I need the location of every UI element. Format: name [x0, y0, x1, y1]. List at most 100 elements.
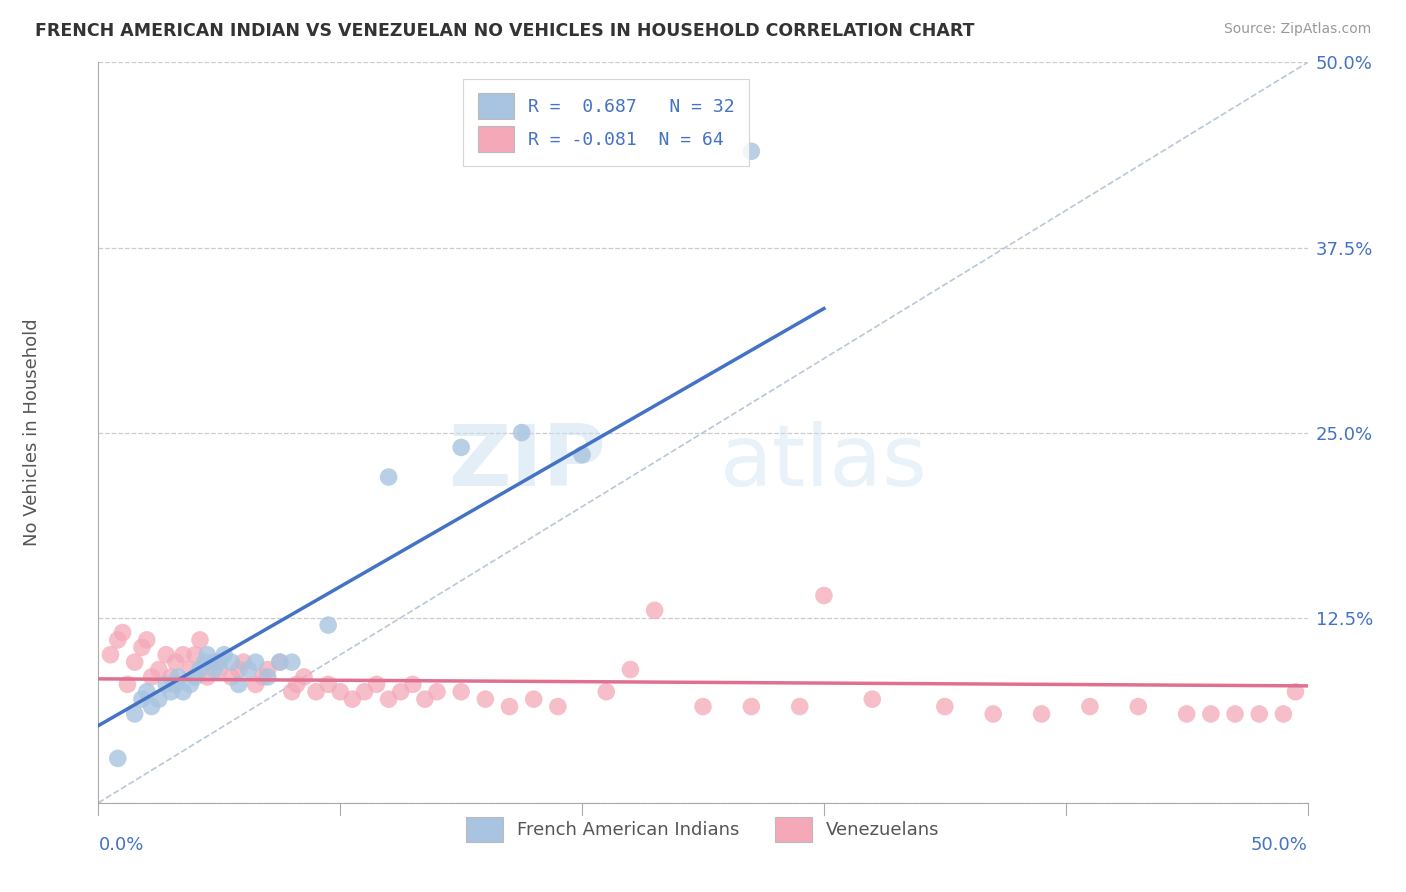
Point	[124, 706, 146, 721]
Point	[860, 692, 883, 706]
Point	[692, 699, 714, 714]
Text: 0.0%: 0.0%	[98, 836, 143, 855]
Point	[124, 655, 146, 669]
Point	[256, 670, 278, 684]
Point	[934, 699, 956, 714]
Point	[160, 670, 183, 684]
Point	[204, 663, 226, 677]
Point	[450, 441, 472, 455]
Point	[160, 685, 183, 699]
Point	[316, 677, 339, 691]
Text: ZIP: ZIP	[449, 421, 606, 504]
Point	[208, 655, 231, 669]
Point	[184, 670, 207, 684]
Point	[194, 655, 217, 669]
Point	[131, 640, 153, 655]
Point	[547, 699, 569, 714]
Point	[281, 685, 304, 699]
Text: 50.0%: 50.0%	[1251, 836, 1308, 855]
Point	[474, 692, 496, 706]
Point	[813, 589, 835, 603]
Point	[208, 663, 231, 677]
Point	[1199, 706, 1222, 721]
Point	[155, 677, 177, 691]
Text: atlas: atlas	[720, 421, 928, 504]
Point	[498, 699, 520, 714]
Point	[316, 618, 339, 632]
Point	[571, 448, 593, 462]
Point	[1223, 706, 1246, 721]
Point	[402, 677, 425, 691]
Text: Source: ZipAtlas.com: Source: ZipAtlas.com	[1223, 22, 1371, 37]
Point	[117, 677, 139, 691]
Point	[353, 685, 375, 699]
Point	[228, 677, 250, 691]
Point	[184, 648, 207, 662]
Point	[1249, 706, 1271, 721]
Point	[1031, 706, 1053, 721]
Point	[740, 145, 762, 159]
Point	[232, 655, 254, 669]
Point	[523, 692, 546, 706]
Point	[981, 706, 1004, 721]
Point	[165, 655, 187, 669]
Point	[148, 663, 170, 677]
Point	[269, 655, 291, 669]
Point	[644, 603, 666, 617]
Point	[148, 692, 170, 706]
Point	[1175, 706, 1198, 721]
Point	[1284, 685, 1306, 699]
Point	[389, 685, 412, 699]
Point	[135, 632, 157, 647]
Point	[111, 625, 134, 640]
Point	[100, 648, 122, 662]
Point	[256, 663, 278, 677]
Text: No Vehicles in Household: No Vehicles in Household	[22, 318, 41, 547]
Point	[141, 699, 163, 714]
Point	[221, 670, 243, 684]
Point	[342, 692, 364, 706]
Point	[413, 692, 436, 706]
Point	[740, 699, 762, 714]
Point	[212, 648, 235, 662]
Point	[269, 655, 291, 669]
Point	[172, 685, 194, 699]
Point	[619, 663, 641, 677]
Point	[204, 655, 226, 669]
Point	[595, 685, 617, 699]
Point	[165, 677, 187, 691]
Point	[377, 692, 399, 706]
Point	[131, 692, 153, 706]
Point	[281, 655, 304, 669]
Point	[135, 685, 157, 699]
Point	[789, 699, 811, 714]
Point	[450, 685, 472, 699]
Point	[1272, 706, 1295, 721]
Point	[107, 632, 129, 647]
Point	[245, 655, 267, 669]
Point	[1078, 699, 1101, 714]
Point	[195, 648, 218, 662]
Text: FRENCH AMERICAN INDIAN VS VENEZUELAN NO VEHICLES IN HOUSEHOLD CORRELATION CHART: FRENCH AMERICAN INDIAN VS VENEZUELAN NO …	[35, 22, 974, 40]
Point	[188, 663, 211, 677]
Point	[245, 677, 267, 691]
Point	[252, 670, 274, 684]
Point	[1128, 699, 1150, 714]
Point	[179, 663, 201, 677]
Point	[155, 648, 177, 662]
Point	[179, 677, 201, 691]
Point	[510, 425, 533, 440]
Point	[426, 685, 449, 699]
Point	[107, 751, 129, 765]
Point	[305, 685, 328, 699]
Legend: French American Indians, Venezuelans: French American Indians, Venezuelans	[460, 809, 946, 849]
Point	[188, 632, 211, 647]
Point	[141, 670, 163, 684]
Point	[167, 670, 190, 684]
Point	[228, 663, 250, 677]
Point	[172, 648, 194, 662]
Point	[292, 670, 315, 684]
Point	[285, 677, 308, 691]
Point	[195, 670, 218, 684]
Point	[377, 470, 399, 484]
